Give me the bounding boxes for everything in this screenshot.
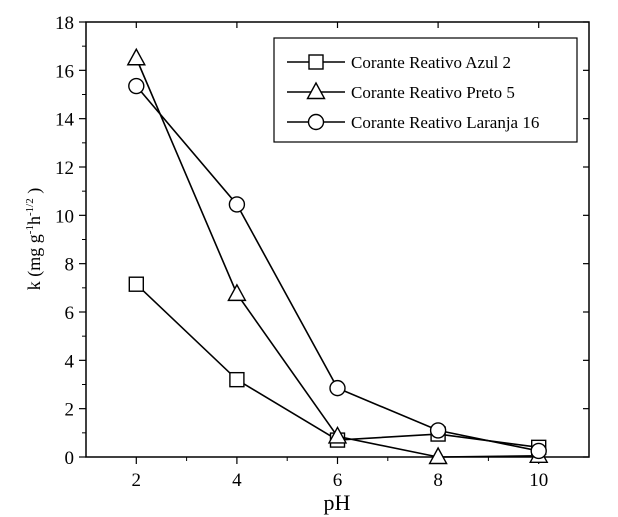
legend-box bbox=[273, 37, 578, 143]
y-tick-label: 2 bbox=[65, 400, 75, 421]
legend-marker-triangle bbox=[306, 81, 326, 100]
series-line bbox=[135, 283, 539, 449]
y-tick-label: 4 bbox=[65, 351, 75, 372]
data-point-circle bbox=[429, 422, 447, 439]
legend-label: Corante Reativo Preto 5 bbox=[351, 83, 515, 102]
legend-label: Corante Reativo Azul 2 bbox=[351, 53, 511, 72]
y-tick-label: 8 bbox=[65, 255, 75, 276]
data-point-circle bbox=[228, 196, 246, 213]
x-tick-label: 2 bbox=[132, 470, 142, 491]
y-tick-label: 6 bbox=[65, 303, 75, 324]
y-tick-label: 0 bbox=[65, 448, 75, 469]
x-axis-title: pH bbox=[324, 490, 351, 515]
y-tick-label: 18 bbox=[55, 13, 74, 34]
x-tick-label: 6 bbox=[333, 470, 343, 491]
legend-item: Corante Reativo Azul 2 bbox=[287, 53, 511, 72]
series-group bbox=[126, 47, 549, 465]
legend-item: Corante Reativo Preto 5 bbox=[287, 81, 515, 102]
data-point-triangle bbox=[126, 47, 146, 66]
y-tick-label: 16 bbox=[55, 61, 74, 82]
y-axis-title-end: ) bbox=[24, 188, 45, 199]
y-axis-title-base: k (mg g bbox=[24, 234, 45, 290]
legend: Corante Reativo Azul 2 Corante Reativo Pr… bbox=[273, 37, 578, 143]
y-axis-title-mid: h bbox=[24, 216, 44, 225]
x-tick-label: 8 bbox=[433, 470, 443, 491]
data-point-triangle bbox=[327, 426, 348, 444]
data-point-circle bbox=[128, 77, 145, 95]
data-point-triangle bbox=[428, 446, 448, 465]
y-axis-title: k (mg g-1h-1/2 ) bbox=[24, 188, 45, 290]
x-tick-label: 10 bbox=[529, 470, 548, 491]
legend-marker-circle bbox=[307, 113, 325, 131]
axis-ticks: 0 2 4 6 8 10 12 14 16 18 2 4 6 8 10 bbox=[55, 13, 589, 491]
data-point-circle bbox=[530, 442, 547, 460]
legend-item: Corante Reativo Laranja 16 bbox=[287, 113, 539, 132]
y-axis-title-sup2: -1/2 bbox=[24, 198, 36, 216]
data-point-triangle bbox=[227, 283, 247, 302]
legend-label: Corante Reativo Laranja 16 bbox=[351, 113, 539, 132]
y-tick-label: 10 bbox=[55, 206, 74, 227]
data-point-square bbox=[229, 371, 245, 388]
y-axis-title-sup1: -1 bbox=[24, 225, 36, 234]
data-point-square bbox=[128, 276, 145, 292]
series-circle bbox=[128, 77, 547, 460]
y-tick-label: 12 bbox=[55, 158, 74, 179]
legend-marker-square bbox=[308, 54, 324, 70]
y-tick-label: 14 bbox=[55, 110, 75, 131]
data-point-circle bbox=[329, 379, 346, 397]
x-tick-label: 4 bbox=[232, 470, 242, 491]
